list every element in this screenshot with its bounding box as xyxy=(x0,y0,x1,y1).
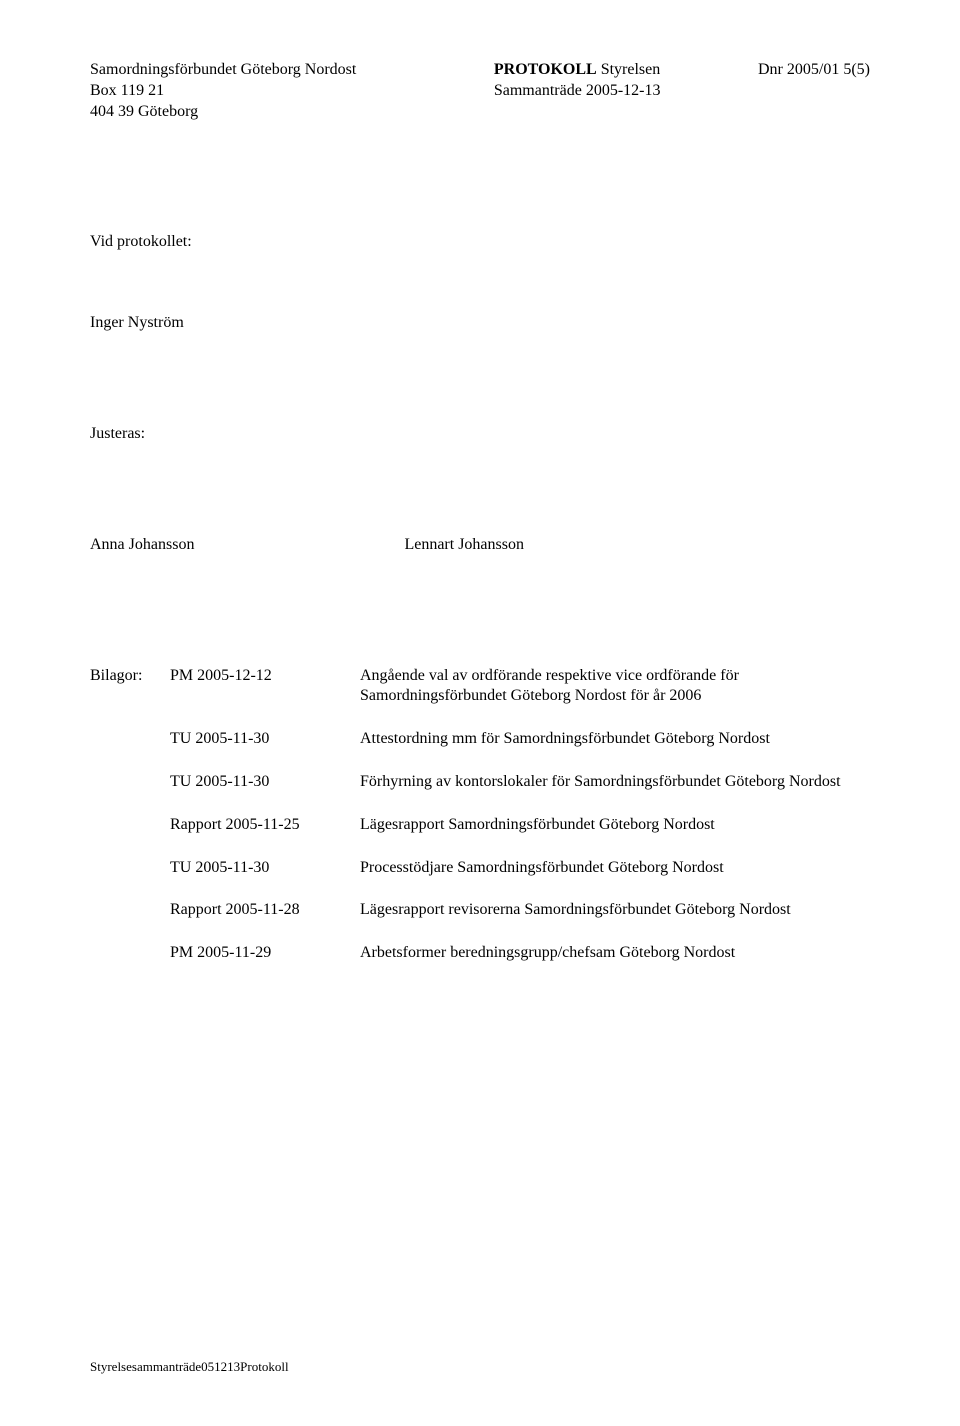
recorder-name: Inger Nyström xyxy=(90,313,870,334)
bilagor-ref: Rapport 2005-11-28 xyxy=(170,878,360,921)
bilagor-row: TU 2005-11-30 Processtödjare Samordnings… xyxy=(90,836,870,879)
page: Samordningsförbundet Göteborg Nordost Bo… xyxy=(0,0,960,1426)
header-left: Samordningsförbundet Göteborg Nordost Bo… xyxy=(90,60,356,122)
bilagor-ref: Rapport 2005-11-25 xyxy=(170,793,360,836)
bilagor-row: Rapport 2005-11-25 Lägesrapport Samordni… xyxy=(90,793,870,836)
bilagor-desc: Processtödjare Samordningsförbundet Göte… xyxy=(360,836,870,879)
header-right: Dnr 2005/01 5(5) xyxy=(758,60,870,122)
bilagor-ref: TU 2005-11-30 xyxy=(170,836,360,879)
bilagor-desc: Angående val av ordförande respektive vi… xyxy=(360,666,870,708)
bilagor-desc: Lägesrapport revisorerna Samordningsförb… xyxy=(360,878,870,921)
protokoll-title: PROTOKOLL xyxy=(494,61,597,78)
bilagor-row: Rapport 2005-11-28 Lägesrapport revisore… xyxy=(90,878,870,921)
protokoll-subtitle: Styrelsen xyxy=(597,61,661,78)
bilagor-section: Bilagor: PM 2005-12-12 Angående val av o… xyxy=(90,666,870,964)
signer-right: Lennart Johansson xyxy=(194,535,524,556)
bilagor-ref: PM 2005-11-29 xyxy=(170,921,360,964)
bilagor-row: Bilagor: PM 2005-12-12 Angående val av o… xyxy=(90,666,870,708)
bilagor-desc: Attestordning mm för Samordningsförbunde… xyxy=(360,707,870,750)
bilagor-label: Bilagor: xyxy=(90,666,170,708)
bilagor-desc: Arbetsformer beredningsgrupp/chefsam Göt… xyxy=(360,921,870,964)
header-mid: PROTOKOLL Styrelsen Sammanträde 2005-12-… xyxy=(454,60,661,122)
bilagor-ref: PM 2005-12-12 xyxy=(170,666,360,708)
bilagor-row: TU 2005-11-30 Förhyrning av kontorslokal… xyxy=(90,750,870,793)
header-mid-line-1: PROTOKOLL Styrelsen xyxy=(494,60,661,81)
bilagor-desc: Förhyrning av kontorslokaler för Samordn… xyxy=(360,750,870,793)
org-line-3: 404 39 Göteborg xyxy=(90,102,356,123)
org-line-1: Samordningsförbundet Göteborg Nordost xyxy=(90,60,356,81)
bilagor-table: Bilagor: PM 2005-12-12 Angående val av o… xyxy=(90,666,870,964)
justeras-label: Justeras: xyxy=(90,424,870,445)
bilagor-desc: Lägesrapport Samordningsförbundet Götebo… xyxy=(360,793,870,836)
signers: Anna Johansson Lennart Johansson xyxy=(90,535,870,556)
bilagor-row: PM 2005-11-29 Arbetsformer beredningsgru… xyxy=(90,921,870,964)
org-line-2: Box 119 21 xyxy=(90,81,356,102)
signer-left: Anna Johansson xyxy=(90,535,194,556)
bilagor-ref: TU 2005-11-30 xyxy=(170,707,360,750)
vid-protokollet-label: Vid protokollet: xyxy=(90,232,870,253)
header: Samordningsförbundet Göteborg Nordost Bo… xyxy=(90,60,870,122)
bilagor-row: TU 2005-11-30 Attestordning mm för Samor… xyxy=(90,707,870,750)
header-mid-line-2: Sammanträde 2005-12-13 xyxy=(494,81,661,102)
bilagor-ref: TU 2005-11-30 xyxy=(170,750,360,793)
dnr-line: Dnr 2005/01 5(5) xyxy=(758,60,870,81)
footer-text: Styrelsesammanträde051213Protokoll xyxy=(90,1359,289,1376)
